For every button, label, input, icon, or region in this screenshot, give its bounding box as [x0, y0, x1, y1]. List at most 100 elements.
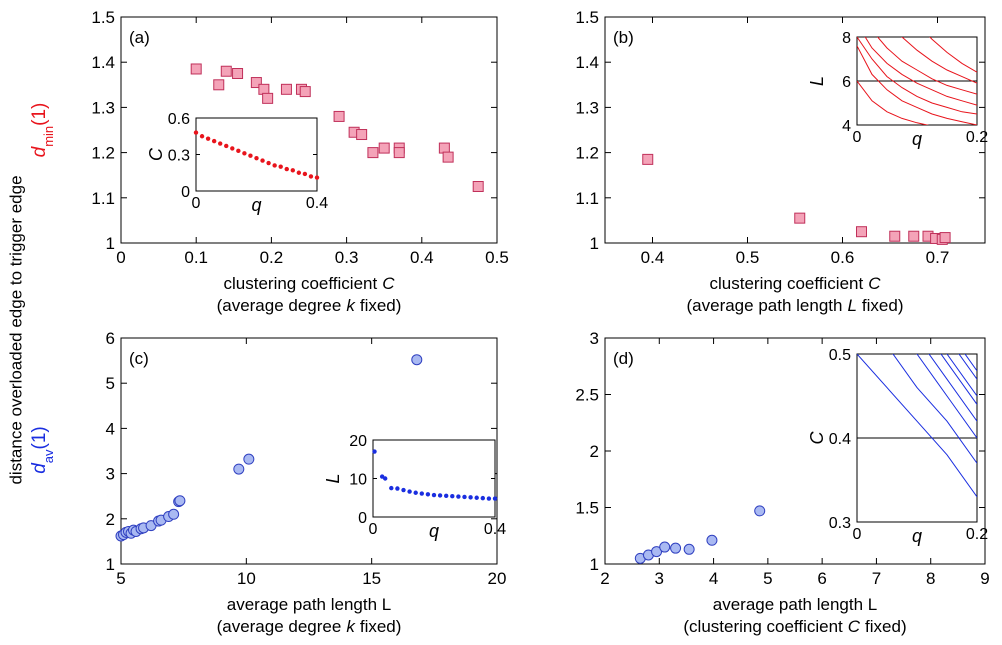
label-part: d — [29, 462, 50, 474]
point — [437, 493, 443, 498]
point — [302, 171, 308, 177]
point — [450, 494, 455, 499]
point — [908, 230, 920, 242]
label-subscript: min — [41, 126, 56, 147]
y-tick-label: 3 — [106, 465, 115, 484]
y-tick-label: 1.3 — [575, 98, 599, 117]
y-tick-label: 1.1 — [575, 189, 599, 208]
point — [939, 232, 951, 244]
y-tick-label: 6 — [842, 74, 851, 91]
point — [480, 495, 485, 501]
inset-frame — [372, 439, 496, 518]
x-tick-label: 8 — [926, 569, 935, 588]
point — [174, 495, 186, 507]
point — [284, 166, 289, 172]
point — [419, 491, 424, 496]
label-part: fixed) — [360, 296, 402, 315]
x-tick-label: 0.2 — [966, 526, 988, 543]
y-tick-label: 0.5 — [829, 347, 851, 364]
x-tick-label: 2 — [600, 569, 609, 588]
y-tick-label: 1.5 — [575, 8, 599, 27]
point — [378, 142, 390, 154]
point — [651, 546, 663, 558]
curve — [857, 80, 930, 125]
point — [193, 130, 199, 135]
y-tick-label: 1.4 — [91, 53, 115, 72]
point — [356, 129, 368, 141]
y-tick-label: 1 — [106, 234, 115, 253]
label-part: d — [29, 145, 50, 157]
point — [474, 495, 479, 500]
label-part: average path length L — [227, 595, 391, 614]
point — [462, 494, 467, 500]
x-tick-label: 4 — [709, 569, 718, 588]
panel: 0 0.1 0.2 0.3 0.4 0.5 1 1.1 1.2 1.3 1.4 1.5 (a) clust… — [29, 8, 509, 315]
y-tick-label: 20 — [349, 433, 367, 450]
y-tick-label: 0 — [181, 184, 190, 201]
x-tick-label: 10 — [237, 569, 256, 588]
y-tick-label: 6 — [106, 329, 115, 348]
point — [889, 230, 901, 242]
y-tick-label: 1 — [590, 234, 599, 253]
panel: 0.4 0.5 0.6 0.7 1 1.1 1.2 1.3 1.4 1.5 (b) clusterin… — [575, 8, 988, 315]
y-tick-label: 1.5 — [91, 8, 115, 27]
label-subscript: av — [41, 449, 56, 463]
point — [642, 153, 654, 165]
y-axis-label: dmin(1) — [29, 103, 56, 158]
point — [290, 168, 295, 173]
point — [233, 463, 245, 475]
x-tick-label: 0 — [853, 129, 862, 146]
inset-y-label: L — [323, 473, 343, 483]
point — [236, 148, 241, 154]
x-tick-label: 0.7 — [926, 248, 950, 267]
y-axis-label: dav(1) — [29, 426, 56, 474]
point — [299, 86, 311, 98]
point — [272, 163, 277, 168]
point — [308, 174, 314, 179]
label-part: (clustering coefficient — [683, 617, 843, 636]
point — [250, 77, 262, 89]
panel-label: (d) — [613, 349, 634, 368]
point — [242, 151, 247, 156]
inset-x-label: q — [251, 195, 261, 215]
label-part: k — [346, 296, 356, 315]
shared-y-label: distance overloaded edge to trigger edge — [6, 175, 25, 484]
y-tick-label: 1.2 — [91, 144, 115, 163]
x-tick-label: 15 — [362, 569, 381, 588]
y-tick-label: 1.5 — [575, 499, 599, 518]
point — [213, 79, 225, 91]
y-tick-label: 3 — [590, 329, 599, 348]
inset-lines — [857, 354, 977, 498]
inset-x-label: q — [912, 526, 922, 546]
point — [248, 153, 253, 158]
inset: 0 0.4 0 10 20 q L — [323, 433, 506, 541]
point — [395, 486, 400, 491]
label-part: (1) — [29, 426, 50, 449]
curve — [864, 37, 977, 106]
y-tick-label: 0.6 — [168, 111, 190, 128]
x-tick-label: 9 — [980, 569, 989, 588]
y-tick-label: 1.3 — [91, 98, 115, 117]
point — [220, 65, 232, 77]
label-part: fixed) — [360, 617, 402, 636]
label-part: (average degree — [217, 296, 342, 315]
x-tick-label: 0.2 — [966, 129, 988, 146]
point — [232, 68, 244, 79]
point — [442, 151, 454, 163]
y-tick-label: 0 — [358, 510, 367, 527]
point — [224, 143, 229, 149]
point — [413, 490, 418, 495]
label-part: (average degree — [217, 617, 342, 636]
point — [407, 489, 412, 494]
point — [444, 493, 449, 499]
inset: 0 0.2 0.3 0.4 0.5 q C — [807, 347, 988, 546]
point — [431, 492, 437, 498]
x-axis-label: average path length L — [227, 595, 391, 614]
x-tick-label: 0.4 — [410, 248, 434, 267]
y-tick-label: 5 — [106, 374, 115, 393]
label-part: C — [848, 617, 861, 636]
point — [190, 63, 202, 75]
x-tick-label: 0.5 — [736, 248, 760, 267]
curve — [940, 354, 977, 405]
